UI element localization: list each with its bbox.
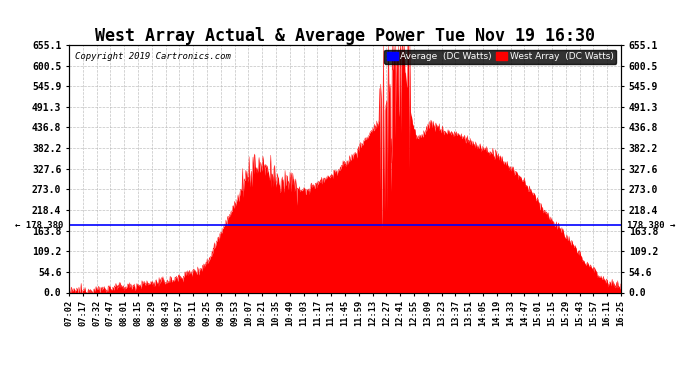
Text: Copyright 2019 Cartronics.com: Copyright 2019 Cartronics.com xyxy=(75,53,230,62)
Text: 178.380 →: 178.380 → xyxy=(627,220,675,230)
Text: ← 178.380: ← 178.380 xyxy=(15,220,63,230)
Legend: Average  (DC Watts), West Array  (DC Watts): Average (DC Watts), West Array (DC Watts… xyxy=(384,50,616,64)
Title: West Array Actual & Average Power Tue Nov 19 16:30: West Array Actual & Average Power Tue No… xyxy=(95,27,595,45)
